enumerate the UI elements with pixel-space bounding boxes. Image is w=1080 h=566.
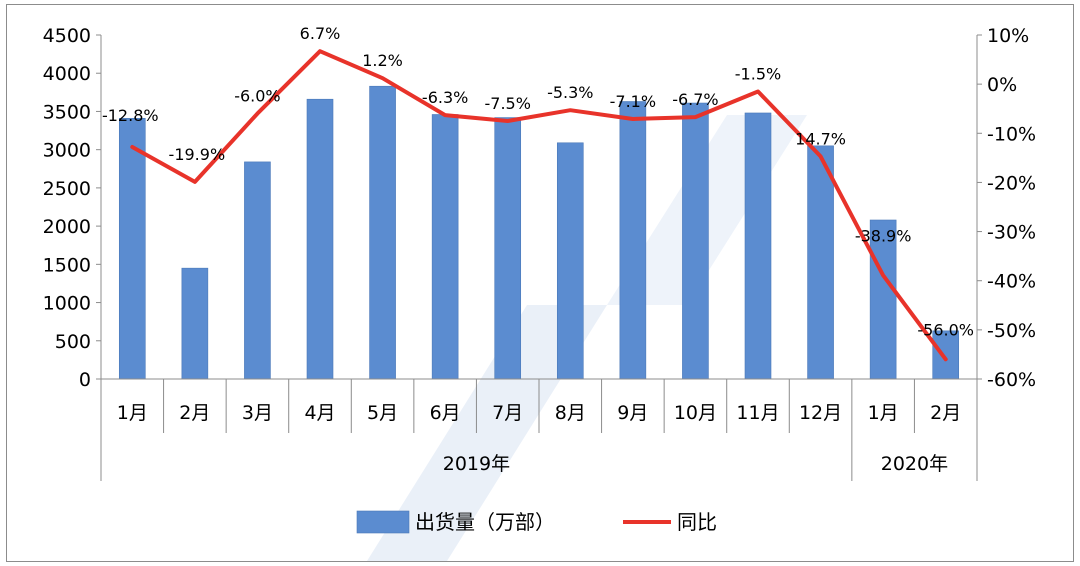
axes bbox=[100, 35, 978, 481]
line-data-label: -6.3% bbox=[422, 88, 468, 107]
bar bbox=[869, 219, 897, 380]
category-label: 12月 bbox=[799, 402, 842, 424]
category-label: 7月 bbox=[492, 402, 523, 424]
left-tick-label: 1500 bbox=[43, 254, 91, 276]
right-tick-label: 10% bbox=[987, 25, 1029, 47]
legend-swatch-bar bbox=[356, 510, 410, 534]
right-tick-label: -50% bbox=[987, 320, 1036, 342]
category-label: 1月 bbox=[868, 402, 899, 424]
legend-label-line: 同比 bbox=[677, 510, 717, 534]
left-tick-label: 2000 bbox=[43, 216, 91, 238]
bar bbox=[619, 101, 647, 380]
category-label: 9月 bbox=[617, 402, 648, 424]
left-axis-ticks: 0 500 1000 1500 2000 2500 3000 3500 4000 4500 bbox=[43, 25, 101, 391]
category-label: 5月 bbox=[367, 402, 398, 424]
bar bbox=[244, 161, 271, 380]
bar bbox=[118, 118, 146, 380]
category-axis: 1月 2月 3月 4月 5月 6月 7月 8月 9月 10月 11月 12月 1月 2月 2019年 2020… bbox=[117, 402, 962, 475]
line-data-label: -6.7% bbox=[672, 90, 718, 109]
line-data-label: -56.0% bbox=[917, 320, 974, 339]
line-data-label: -19.9% bbox=[169, 145, 226, 164]
group-label: 2019年 bbox=[443, 453, 510, 475]
left-tick-label: 0 bbox=[79, 369, 91, 391]
category-label: 8月 bbox=[555, 402, 586, 424]
yoy-line bbox=[130, 49, 948, 362]
chart-frame: 0 500 1000 1500 2000 2500 3000 3500 4000 4500 -60… bbox=[6, 4, 1074, 562]
line-data-label: 14.7% bbox=[795, 129, 846, 148]
line-data-label: -5.3% bbox=[547, 83, 593, 102]
right-axis-ticks: -60% -50% -40% -30% -20% -10% 0% 10% bbox=[977, 25, 1036, 391]
category-label: 4月 bbox=[304, 402, 335, 424]
right-tick-label: 0% bbox=[987, 74, 1017, 96]
left-tick-label: 500 bbox=[55, 331, 91, 353]
bar-series bbox=[118, 85, 960, 380]
line-data-label: -7.1% bbox=[610, 92, 656, 111]
line-data-labels: -12.8% -19.9% -6.0% 6.7% 1.2% -6.3% -7.5% -5.3%… bbox=[102, 24, 974, 339]
line-data-label: -38.9% bbox=[855, 226, 912, 245]
line-data-label: -7.5% bbox=[485, 94, 531, 113]
left-tick-label: 4500 bbox=[43, 25, 91, 47]
line-data-label: -1.5% bbox=[735, 65, 781, 84]
line-data-label: 6.7% bbox=[300, 24, 341, 43]
right-tick-label: -60% bbox=[987, 369, 1036, 391]
watermark-shape bbox=[367, 305, 607, 561]
bar bbox=[494, 117, 522, 380]
legend: 出货量（万部） 同比 bbox=[356, 510, 717, 534]
line-data-label: 1.2% bbox=[362, 51, 403, 70]
right-tick-label: -20% bbox=[987, 172, 1036, 194]
left-tick-label: 3000 bbox=[43, 140, 91, 162]
bar bbox=[181, 267, 209, 380]
chart-canvas: 0 500 1000 1500 2000 2500 3000 3500 4000 4500 -60… bbox=[43, 24, 1036, 561]
left-tick-label: 1000 bbox=[43, 293, 91, 315]
left-tick-label: 3500 bbox=[43, 101, 91, 123]
category-label: 6月 bbox=[430, 402, 461, 424]
category-label: 2月 bbox=[930, 402, 961, 424]
left-tick-label: 2500 bbox=[43, 178, 91, 200]
category-label: 11月 bbox=[736, 402, 779, 424]
bar bbox=[807, 145, 834, 380]
bar bbox=[744, 112, 772, 380]
line-data-label: -12.8% bbox=[102, 106, 159, 125]
bar bbox=[369, 85, 396, 380]
right-tick-label: -40% bbox=[987, 271, 1036, 293]
category-label: 10月 bbox=[674, 402, 717, 424]
line-data-label: -6.0% bbox=[234, 87, 280, 106]
left-tick-label: 4000 bbox=[43, 63, 91, 85]
bar bbox=[556, 142, 584, 380]
bar bbox=[306, 98, 334, 380]
bar bbox=[682, 102, 709, 380]
bar bbox=[431, 114, 459, 380]
category-label: 2月 bbox=[179, 402, 210, 424]
bar bbox=[932, 330, 960, 380]
right-tick-label: -30% bbox=[987, 222, 1036, 244]
line-series bbox=[130, 49, 948, 362]
right-tick-label: -10% bbox=[987, 123, 1036, 145]
category-label: 1月 bbox=[117, 402, 148, 424]
category-label: 3月 bbox=[242, 402, 273, 424]
group-label: 2020年 bbox=[881, 453, 948, 475]
legend-label-bar: 出货量（万部） bbox=[415, 510, 555, 534]
